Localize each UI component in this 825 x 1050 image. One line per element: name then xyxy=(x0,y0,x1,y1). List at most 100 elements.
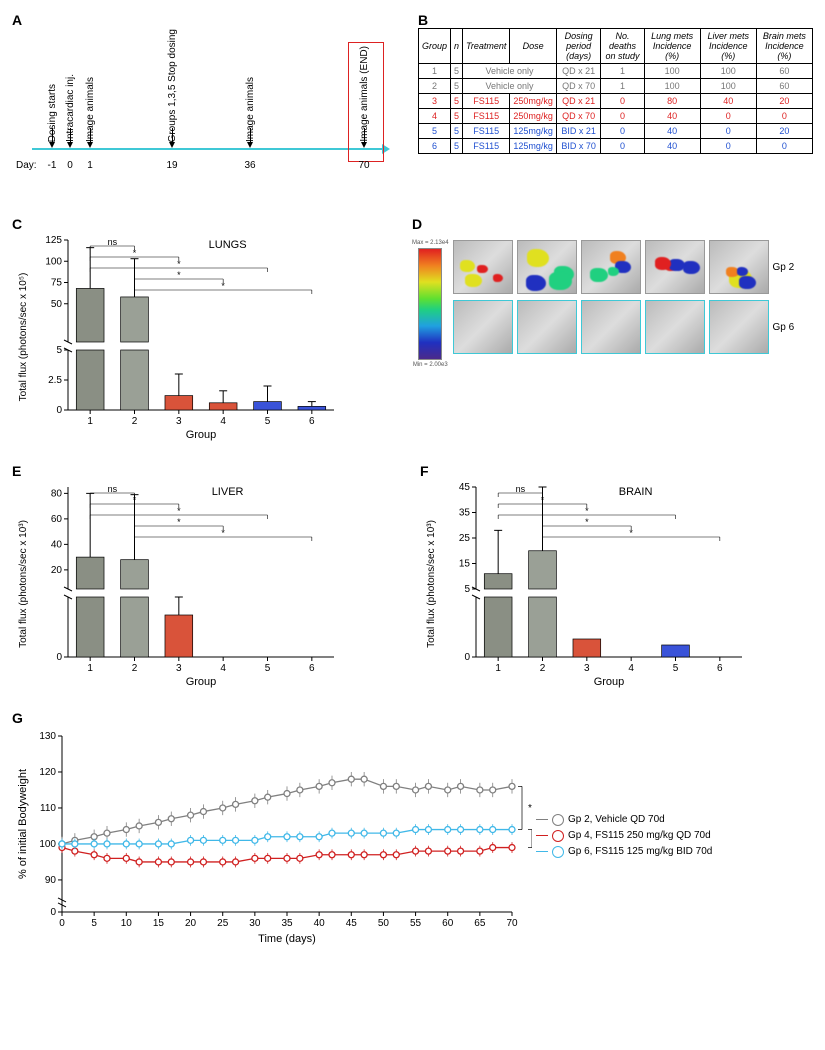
svg-text:*: * xyxy=(629,528,633,538)
svg-text:3: 3 xyxy=(176,663,182,674)
table-row: 25Vehicle onlyQD x 70110010060 xyxy=(419,79,813,94)
svg-text:45: 45 xyxy=(346,918,358,929)
table-row: 65FS115125mg/kgBID x 7004000 xyxy=(419,139,813,154)
svg-text:0: 0 xyxy=(59,918,65,929)
svg-text:0: 0 xyxy=(56,652,62,663)
svg-text:2: 2 xyxy=(132,416,138,427)
svg-text:2: 2 xyxy=(540,663,546,674)
svg-text:15: 15 xyxy=(459,559,471,570)
svg-text:0: 0 xyxy=(56,405,62,416)
svg-text:*: * xyxy=(177,259,181,269)
svg-text:Total flux (photons/sec x 10³): Total flux (photons/sec x 10³) xyxy=(18,520,29,648)
svg-text:60: 60 xyxy=(442,918,454,929)
bodyweight-chart: 0901001101201300510152025303540455055606… xyxy=(12,726,532,949)
liver-chart: 020406080123456ns****LIVERGroupTotal flu… xyxy=(12,479,402,692)
svg-text:*: * xyxy=(221,528,225,538)
svg-text:1: 1 xyxy=(495,663,501,674)
table-row: 15Vehicle onlyQD x 21110010060 xyxy=(419,64,813,79)
svg-text:130: 130 xyxy=(39,731,56,742)
svg-text:3: 3 xyxy=(176,416,182,427)
svg-text:Group: Group xyxy=(186,429,217,441)
timeline: Day: Dosing starts-1Intracardiac inj.0Im… xyxy=(12,28,392,198)
svg-text:% of initial Bodyweight: % of initial Bodyweight xyxy=(17,769,29,879)
panel-label-C: C xyxy=(12,216,392,232)
svg-text:*: * xyxy=(541,495,545,505)
svg-text:*: * xyxy=(133,248,137,258)
svg-text:*: * xyxy=(528,803,532,814)
svg-text:80: 80 xyxy=(51,488,63,499)
svg-text:4: 4 xyxy=(220,663,226,674)
svg-text:ns: ns xyxy=(108,237,118,247)
svg-text:5: 5 xyxy=(56,345,62,356)
svg-text:40: 40 xyxy=(314,918,326,929)
svg-text:120: 120 xyxy=(39,767,56,778)
svg-text:125: 125 xyxy=(45,235,62,246)
treatment-table: GroupnTreatmentDoseDosing period (days)N… xyxy=(418,28,813,154)
svg-text:Group: Group xyxy=(594,676,625,688)
svg-text:5: 5 xyxy=(464,584,470,595)
svg-text:65: 65 xyxy=(474,918,486,929)
svg-text:*: * xyxy=(177,517,181,527)
panel-label-G: G xyxy=(12,710,812,726)
svg-text:4: 4 xyxy=(628,663,634,674)
svg-text:LUNGS: LUNGS xyxy=(209,239,247,251)
svg-text:90: 90 xyxy=(45,875,57,886)
svg-text:Group: Group xyxy=(186,676,217,688)
svg-text:110: 110 xyxy=(40,803,56,814)
svg-text:6: 6 xyxy=(309,416,315,427)
svg-text:*: * xyxy=(177,506,181,516)
panel-label-A: A xyxy=(12,12,402,28)
svg-text:20: 20 xyxy=(185,918,197,929)
brain-chart: 0515253545123456ns****BRAINGroupTotal fl… xyxy=(420,479,810,692)
svg-text:*: * xyxy=(585,517,589,527)
svg-text:30: 30 xyxy=(249,918,261,929)
gp6-images: Gp 6 xyxy=(453,300,795,354)
svg-text:Total flux (photons/sec x 10⁵): Total flux (photons/sec x 10⁵) xyxy=(18,273,29,402)
svg-text:50: 50 xyxy=(378,918,390,929)
svg-text:*: * xyxy=(221,281,225,291)
panel-label-D: D xyxy=(412,216,812,232)
svg-text:Time (days): Time (days) xyxy=(258,933,316,945)
svg-text:1: 1 xyxy=(87,416,93,427)
svg-text:25: 25 xyxy=(459,533,471,544)
panel-label-E: E xyxy=(12,463,402,479)
svg-text:75: 75 xyxy=(51,278,63,289)
lungs-chart: 02.555075100125123456ns****LUNGSGroupTot… xyxy=(12,232,392,445)
svg-text:40: 40 xyxy=(51,539,63,550)
svg-text:100: 100 xyxy=(39,839,56,850)
bodyweight-legend: Gp 2, Vehicle QD 70dGp 4, FS115 250 mg/k… xyxy=(540,814,712,862)
svg-text:35: 35 xyxy=(281,918,293,929)
svg-text:0: 0 xyxy=(464,652,470,663)
svg-text:25: 25 xyxy=(217,918,229,929)
svg-text:5: 5 xyxy=(673,663,679,674)
svg-text:*: * xyxy=(133,495,137,505)
svg-text:6: 6 xyxy=(717,663,723,674)
panel-label-B: B xyxy=(418,12,813,28)
svg-text:5: 5 xyxy=(265,416,271,427)
svg-text:2: 2 xyxy=(132,663,138,674)
svg-text:6: 6 xyxy=(309,663,315,674)
svg-text:60: 60 xyxy=(51,514,63,525)
svg-text:ns: ns xyxy=(516,484,526,494)
svg-text:LIVER: LIVER xyxy=(212,486,244,498)
svg-text:10: 10 xyxy=(121,918,133,929)
gp2-images: Gp 2 xyxy=(453,240,795,294)
svg-text:BRAIN: BRAIN xyxy=(619,486,653,498)
svg-text:ns: ns xyxy=(108,484,118,494)
table-row: 55FS115125mg/kgBID x 21040020 xyxy=(419,124,813,139)
svg-text:1: 1 xyxy=(87,663,93,674)
svg-text:Total flux (photons/sec x 10³): Total flux (photons/sec x 10³) xyxy=(426,520,437,648)
svg-text:3: 3 xyxy=(584,663,590,674)
svg-text:100: 100 xyxy=(45,256,62,267)
svg-text:*: * xyxy=(177,270,181,280)
panel-label-F: F xyxy=(420,463,810,479)
svg-text:70: 70 xyxy=(506,918,518,929)
table-row: 35FS115250mg/kgQD x 210804020 xyxy=(419,94,813,109)
svg-text:4: 4 xyxy=(220,416,226,427)
table-row: 45FS115250mg/kgQD x 7004000 xyxy=(419,109,813,124)
svg-text:5: 5 xyxy=(265,663,271,674)
svg-text:*: * xyxy=(585,506,589,516)
svg-text:50: 50 xyxy=(51,299,63,310)
svg-text:5: 5 xyxy=(91,918,97,929)
svg-text:45: 45 xyxy=(459,482,471,493)
